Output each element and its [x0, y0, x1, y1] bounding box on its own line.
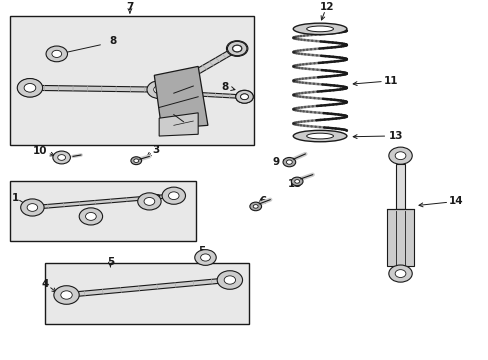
Circle shape [286, 160, 292, 164]
Circle shape [227, 41, 246, 56]
Circle shape [53, 151, 70, 164]
Circle shape [153, 86, 164, 94]
Circle shape [169, 87, 187, 100]
Text: 5: 5 [106, 257, 114, 267]
Polygon shape [178, 91, 244, 99]
Text: 8: 8 [221, 82, 228, 92]
Circle shape [18, 79, 42, 97]
Polygon shape [66, 278, 230, 297]
Circle shape [162, 187, 185, 204]
Circle shape [85, 212, 96, 220]
Polygon shape [386, 209, 413, 266]
Text: 10: 10 [32, 147, 47, 156]
Polygon shape [154, 66, 207, 129]
Polygon shape [159, 113, 198, 136]
Circle shape [394, 152, 405, 159]
Text: 13: 13 [387, 131, 402, 141]
Circle shape [17, 78, 42, 97]
Text: 7: 7 [126, 2, 133, 12]
Circle shape [20, 199, 44, 216]
Circle shape [240, 94, 248, 100]
Circle shape [167, 75, 189, 90]
Circle shape [52, 50, 61, 58]
Circle shape [174, 79, 183, 86]
Circle shape [147, 81, 171, 99]
Circle shape [232, 45, 241, 52]
Polygon shape [176, 46, 239, 85]
Text: 2: 2 [153, 194, 160, 203]
Circle shape [224, 276, 235, 284]
Circle shape [131, 157, 142, 165]
FancyBboxPatch shape [10, 16, 254, 145]
Circle shape [217, 271, 242, 289]
Circle shape [253, 204, 258, 208]
Polygon shape [30, 85, 159, 92]
Circle shape [394, 270, 405, 278]
Circle shape [232, 45, 242, 52]
Text: 11: 11 [383, 76, 397, 86]
Text: 4: 4 [42, 279, 49, 289]
Text: 14: 14 [448, 197, 463, 206]
Text: 3: 3 [152, 145, 159, 155]
Circle shape [283, 157, 295, 167]
Circle shape [174, 90, 182, 96]
Text: 1: 1 [12, 193, 19, 203]
Ellipse shape [293, 130, 346, 142]
Circle shape [27, 204, 38, 211]
Circle shape [58, 155, 65, 160]
Text: 12: 12 [320, 2, 334, 12]
Circle shape [144, 198, 155, 205]
FancyBboxPatch shape [44, 263, 249, 324]
Text: 15: 15 [287, 179, 302, 189]
Circle shape [79, 208, 102, 225]
Circle shape [134, 159, 139, 162]
Circle shape [61, 291, 72, 299]
Circle shape [200, 254, 210, 261]
Ellipse shape [293, 23, 346, 35]
Circle shape [24, 84, 35, 92]
Polygon shape [395, 163, 405, 209]
Text: 5: 5 [198, 246, 205, 256]
FancyBboxPatch shape [10, 181, 195, 242]
Text: 6: 6 [258, 197, 265, 206]
Text: 8: 8 [109, 36, 116, 46]
Circle shape [291, 177, 303, 186]
Polygon shape [32, 194, 174, 209]
Circle shape [235, 90, 253, 103]
Circle shape [226, 41, 247, 57]
Circle shape [388, 147, 411, 164]
Text: 2: 2 [93, 210, 100, 220]
Text: 9: 9 [272, 157, 279, 167]
Circle shape [138, 193, 161, 210]
Circle shape [240, 94, 248, 100]
Circle shape [194, 249, 216, 265]
Circle shape [24, 84, 36, 92]
Ellipse shape [306, 133, 333, 139]
Circle shape [235, 90, 253, 103]
Circle shape [249, 202, 261, 211]
Circle shape [168, 192, 179, 199]
Circle shape [388, 265, 411, 282]
Circle shape [294, 180, 299, 183]
Circle shape [54, 286, 79, 304]
Ellipse shape [306, 26, 333, 32]
Circle shape [46, 46, 67, 62]
